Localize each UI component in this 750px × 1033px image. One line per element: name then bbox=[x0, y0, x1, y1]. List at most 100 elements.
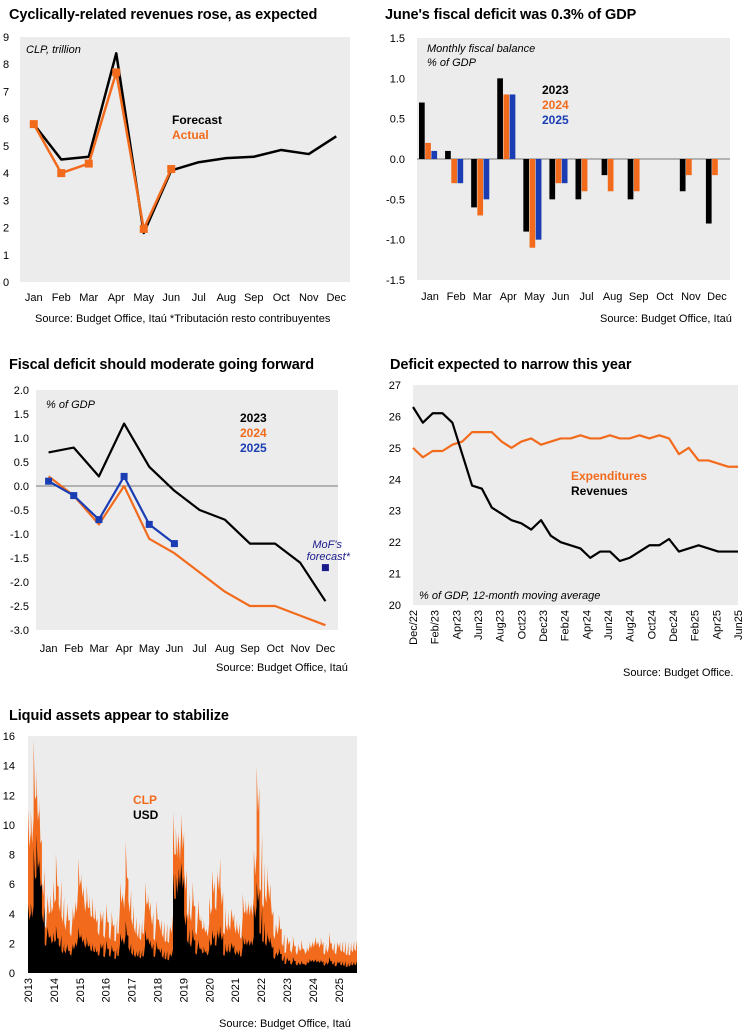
x-tick-label: Nov bbox=[681, 291, 701, 303]
series-line-revenues bbox=[412, 406, 738, 563]
x-tick-label: 2023 bbox=[282, 978, 294, 1002]
series-line-forecast bbox=[32, 52, 337, 235]
data-point-actual bbox=[167, 165, 176, 174]
bar-2023 bbox=[705, 159, 712, 224]
y-tick-label: 6 bbox=[9, 879, 15, 891]
y-tick-label: 25 bbox=[389, 443, 401, 455]
y-tick-label: 8 bbox=[3, 59, 9, 71]
x-tick-label: Feb bbox=[52, 292, 71, 304]
legend-2025: 2025 bbox=[240, 441, 267, 455]
y-tick-label: -1.0 bbox=[386, 235, 405, 247]
x-tick-label: 2022 bbox=[256, 978, 268, 1002]
y-tick-label: 24 bbox=[389, 474, 401, 486]
x-tick-label: 2016 bbox=[101, 978, 113, 1002]
bar-2024 bbox=[712, 159, 718, 176]
bar-2025 bbox=[561, 159, 568, 184]
bar-2023 bbox=[445, 150, 451, 159]
bar-2023 bbox=[601, 159, 608, 176]
y-tick-label: 12 bbox=[3, 790, 15, 802]
plot-area bbox=[36, 390, 338, 630]
x-tick-label: Jan bbox=[40, 643, 58, 655]
annotation-units: CLP, trillion bbox=[26, 44, 81, 56]
x-tick-label: Mar bbox=[473, 291, 492, 303]
y-tick-label: 1.5 bbox=[14, 409, 29, 421]
y-tick-label: 21 bbox=[389, 569, 401, 581]
y-tick-label: 27 bbox=[389, 380, 401, 392]
y-tick-label: 0 bbox=[9, 968, 15, 980]
x-tick-label: Oct bbox=[273, 292, 290, 304]
bar-2023 bbox=[419, 102, 425, 159]
y-tick-label: -2.5 bbox=[10, 601, 29, 613]
x-tick-label: Jun25 bbox=[733, 610, 745, 640]
y-tick-label: 4 bbox=[3, 168, 9, 180]
x-tick-label: 2015 bbox=[75, 978, 87, 1002]
x-tick-label: Mar bbox=[89, 643, 108, 655]
bar-2023 bbox=[497, 78, 503, 159]
x-tick-label: Mar bbox=[79, 292, 98, 304]
x-tick-label: Apr23 bbox=[451, 610, 463, 639]
series-line-2024 bbox=[47, 475, 326, 627]
bar-2024 bbox=[503, 94, 510, 159]
x-tick-label: Aug bbox=[216, 292, 236, 304]
series-line-expenditures bbox=[412, 431, 738, 468]
forecast-point bbox=[321, 564, 329, 572]
y-tick-label: 5 bbox=[3, 141, 9, 153]
data-point-actual bbox=[139, 224, 148, 233]
y-tick-label: 9 bbox=[3, 32, 9, 44]
x-tick-label: Jul bbox=[192, 292, 206, 304]
bar-2024 bbox=[477, 159, 484, 216]
legend-2024: 2024 bbox=[240, 426, 267, 440]
plot-area bbox=[20, 37, 350, 282]
y-tick-label: 0.0 bbox=[390, 154, 405, 166]
chart-source: Source: Budget Office, Itaú *Tributación… bbox=[35, 313, 331, 325]
data-point-2025 bbox=[170, 540, 178, 548]
y-tick-label: 4 bbox=[9, 909, 15, 921]
chart-cyclical-revenues: 0 1 2 3 4 5 6 7 8 9 Jan Feb Mar Apr May Jun Jul Aug Sep Oct… bbox=[3, 32, 350, 304]
y-tick-label: 8 bbox=[9, 850, 15, 862]
panel-cyclical-revenues: Cyclically-related revenues rose, as exp… bbox=[0, 0, 375, 340]
x-tick-label: Jan bbox=[421, 291, 439, 303]
x-tick-label: May bbox=[139, 643, 160, 655]
bar-2025 bbox=[483, 159, 490, 200]
legend-revenues: Revenues bbox=[571, 484, 628, 498]
chart-title: June's fiscal deficit was 0.3% of GDP bbox=[385, 7, 637, 23]
x-tick-label: 2018 bbox=[153, 978, 165, 1002]
legend-2023: 2023 bbox=[542, 83, 569, 97]
chart-deficit-narrow: 27 26 25 24 23 22 21 20 Dec/22 Feb/23 Apr23 Jun23 Au… bbox=[389, 380, 745, 645]
x-tick-label: Apr25 bbox=[711, 610, 723, 639]
x-tick-label: Oct23 bbox=[516, 610, 528, 639]
bar-2024 bbox=[555, 159, 562, 184]
x-tick-label: 2024 bbox=[308, 978, 320, 1002]
series-line-actual bbox=[32, 71, 173, 231]
plot-area bbox=[413, 385, 738, 605]
x-tick-label: Jul bbox=[580, 291, 594, 303]
data-point-actual bbox=[57, 169, 66, 178]
y-tick-label: 1 bbox=[3, 250, 9, 262]
panel-liquid-assets: Liquid assets appear to stabilize 0 2 4 6 8 1… bbox=[0, 700, 375, 1033]
y-tick-label: 1.0 bbox=[14, 433, 29, 445]
y-tick-label: 0 bbox=[3, 277, 9, 289]
x-tick-label: Apr bbox=[116, 643, 133, 655]
x-tick-label: Apr bbox=[500, 291, 517, 303]
bar-2024 bbox=[633, 159, 640, 192]
y-tick-label: 14 bbox=[3, 761, 15, 773]
x-tick-label: Aug bbox=[603, 291, 623, 303]
y-tick-label: 0.5 bbox=[14, 457, 29, 469]
data-point-actual bbox=[29, 120, 38, 129]
x-tick-label: Aug23 bbox=[495, 610, 507, 642]
y-tick-label: 7 bbox=[3, 86, 9, 98]
legend-2025: 2025 bbox=[542, 113, 569, 127]
chart-title: Deficit expected to narrow this year bbox=[390, 357, 632, 373]
y-tick-label: 2.0 bbox=[14, 385, 29, 397]
x-tick-label: Sep bbox=[629, 291, 649, 303]
x-tick-label: 2020 bbox=[204, 978, 216, 1002]
x-tick-label: May bbox=[133, 292, 154, 304]
x-tick-label: Dec bbox=[707, 291, 727, 303]
bar-2024 bbox=[529, 159, 536, 248]
y-tick-label: 0.0 bbox=[14, 481, 29, 493]
annotation-units: % of GDP, 12-month moving average bbox=[419, 590, 600, 602]
data-point-actual bbox=[84, 159, 93, 168]
bar-2024 bbox=[607, 159, 614, 192]
x-tick-label: 2021 bbox=[230, 978, 242, 1002]
bar-2023 bbox=[679, 159, 686, 192]
